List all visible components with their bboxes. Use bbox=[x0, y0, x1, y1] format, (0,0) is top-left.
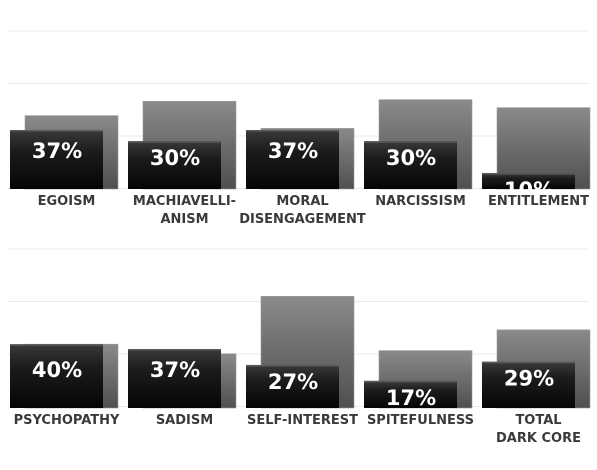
bar-value bbox=[482, 173, 575, 189]
bar-value bbox=[364, 141, 457, 189]
category-label: DISENGAGEMENT bbox=[239, 212, 366, 227]
value-label: 30% bbox=[386, 146, 436, 170]
bar-value bbox=[128, 348, 221, 408]
category-label: MORAL bbox=[276, 194, 328, 209]
value-label: 27% bbox=[268, 370, 318, 394]
category-label: ANISM bbox=[160, 212, 208, 227]
bar-value bbox=[10, 344, 103, 408]
chart-panel-bottom: 40% PSYCHOPATHY 37% SADISM 27% SELF-INTEREST 1… bbox=[8, 248, 591, 446]
value-label: 37% bbox=[32, 139, 82, 163]
chart-panel-top: 37% EGOISM 30% MACHIAVELLI- ANISM 37% MORAL DIS… bbox=[8, 30, 591, 227]
category-label: SADISM bbox=[156, 413, 213, 428]
value-label: 30% bbox=[150, 146, 200, 170]
bar-value bbox=[364, 380, 457, 408]
category-label: EGOISM bbox=[38, 194, 96, 209]
value-label: 17% bbox=[386, 386, 436, 410]
category-label: PSYCHOPATHY bbox=[14, 413, 120, 428]
category-label: MACHIAVELLI- bbox=[133, 194, 236, 209]
category-label: TOTAL bbox=[515, 413, 561, 428]
value-label: 40% bbox=[32, 358, 82, 382]
bar-value bbox=[128, 141, 221, 189]
value-label: 37% bbox=[150, 358, 200, 382]
category-label: NARCISSISM bbox=[375, 194, 466, 209]
category-label: SPITEFULNESS bbox=[367, 413, 474, 428]
bar-value bbox=[246, 129, 339, 189]
bar-value bbox=[10, 129, 103, 189]
value-label: 10% bbox=[504, 178, 554, 202]
bar-value bbox=[482, 361, 575, 408]
bar-value bbox=[246, 364, 339, 408]
value-label: 29% bbox=[504, 367, 554, 391]
category-label: SELF-INTEREST bbox=[247, 413, 358, 428]
category-label: DARK CORE bbox=[496, 431, 581, 446]
category-label: ENTITLEMENT bbox=[488, 194, 589, 209]
value-label: 37% bbox=[268, 139, 318, 163]
